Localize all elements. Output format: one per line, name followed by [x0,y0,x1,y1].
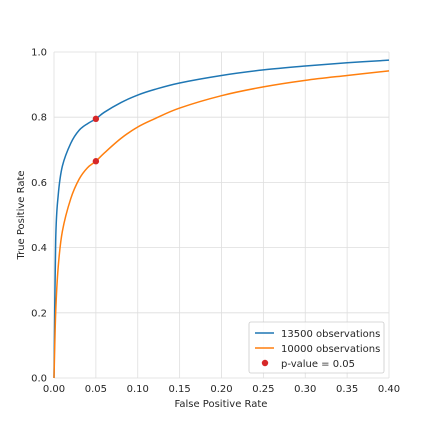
y-tick-labels: 0.0 0.2 0.4 0.6 0.8 1.0 [31,48,47,385]
y-axis-label: True Positive Rate [16,170,27,260]
series-layer [53,59,390,379]
p-value-point [92,158,100,165]
grid [53,51,390,379]
x-tick-label: 0.40 [378,384,400,395]
y-tick-label: 1.0 [31,48,47,59]
x-axis-label: False Positive Rate [175,399,268,410]
legend: 13500 observations 10000 observations p-… [248,321,385,374]
x-tick-label: 0.25 [252,384,274,395]
y-tick-label: 0.0 [31,374,47,385]
y-tick-label: 0.4 [31,243,47,254]
points-layer [92,115,100,165]
x-tick-label: 0.10 [127,384,149,395]
x-tick-label: 0.15 [168,384,190,395]
x-tick-label: 0.05 [85,384,107,395]
series-line-2 [53,70,390,379]
y-tick-label: 0.2 [31,308,47,319]
x-tick-label: 0.20 [210,384,232,395]
x-tick-label: 0.35 [336,384,358,395]
legend-marker-points [261,359,269,367]
legend-label-points: p-value = 0.05 [281,359,355,370]
legend-box [248,321,385,374]
legend-label-series-1: 13500 observations [281,329,380,340]
x-tick-label: 0.00 [43,384,65,395]
p-value-point [92,115,100,123]
series-line-1 [53,59,390,379]
y-tick-label: 0.8 [31,113,47,124]
y-tick-label: 0.6 [31,178,47,189]
legend-label-series-2: 10000 observations [281,344,380,355]
x-tick-labels: 0.00 0.05 0.10 0.15 0.20 0.25 0.30 0.35 0.40 [43,384,400,395]
x-tick-label: 0.30 [294,384,316,395]
